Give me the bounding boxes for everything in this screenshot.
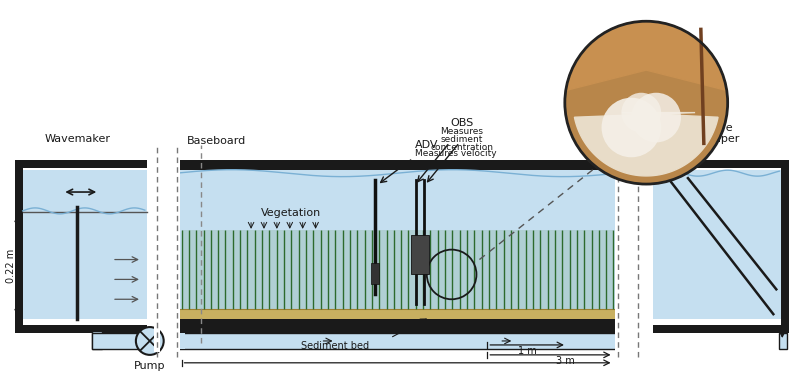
Bar bbox=[653, 160, 790, 168]
Circle shape bbox=[631, 93, 681, 142]
Polygon shape bbox=[574, 113, 718, 176]
Polygon shape bbox=[565, 21, 728, 184]
Bar bbox=[154, 330, 160, 352]
Circle shape bbox=[622, 93, 661, 132]
Bar bbox=[182, 230, 614, 309]
Text: 1 m: 1 m bbox=[518, 346, 537, 356]
Text: Baseboard: Baseboard bbox=[186, 136, 246, 146]
Bar bbox=[371, 263, 379, 284]
Text: ADV: ADV bbox=[415, 140, 438, 150]
Text: Vegetation: Vegetation bbox=[261, 208, 321, 218]
Bar bbox=[174, 333, 185, 349]
Text: Measures velocity: Measures velocity bbox=[415, 149, 497, 158]
Bar bbox=[14, 160, 147, 168]
Circle shape bbox=[136, 327, 164, 355]
Bar bbox=[177, 160, 618, 170]
Text: 3 m: 3 m bbox=[556, 356, 574, 366]
Bar bbox=[779, 333, 787, 349]
Bar bbox=[174, 155, 179, 338]
Bar bbox=[615, 155, 622, 338]
Bar bbox=[92, 331, 102, 349]
Bar bbox=[154, 155, 160, 338]
Bar bbox=[177, 309, 618, 319]
Polygon shape bbox=[566, 21, 726, 91]
Bar bbox=[92, 333, 157, 349]
Bar bbox=[411, 235, 429, 274]
Text: Wavemaker: Wavemaker bbox=[44, 134, 110, 144]
Bar bbox=[653, 325, 790, 333]
Bar bbox=[177, 333, 618, 349]
Text: 0.22 m: 0.22 m bbox=[6, 249, 16, 283]
Circle shape bbox=[602, 98, 661, 157]
Text: OBS: OBS bbox=[450, 118, 473, 129]
Text: Measures: Measures bbox=[440, 127, 483, 136]
Bar bbox=[615, 330, 622, 352]
Bar bbox=[635, 330, 642, 352]
Bar bbox=[14, 325, 147, 333]
Bar bbox=[782, 160, 790, 333]
Text: Pump: Pump bbox=[134, 361, 166, 371]
Bar bbox=[177, 170, 618, 319]
Text: concentration: concentration bbox=[430, 143, 493, 152]
Bar bbox=[22, 170, 147, 319]
Bar bbox=[653, 170, 782, 319]
Text: Sediment bed: Sediment bed bbox=[302, 341, 370, 351]
Text: sediment: sediment bbox=[440, 135, 482, 144]
Bar bbox=[14, 160, 22, 333]
Text: Wave
damper: Wave damper bbox=[696, 123, 739, 144]
Bar bbox=[177, 319, 618, 333]
Bar bbox=[635, 155, 642, 338]
Bar bbox=[174, 330, 179, 352]
